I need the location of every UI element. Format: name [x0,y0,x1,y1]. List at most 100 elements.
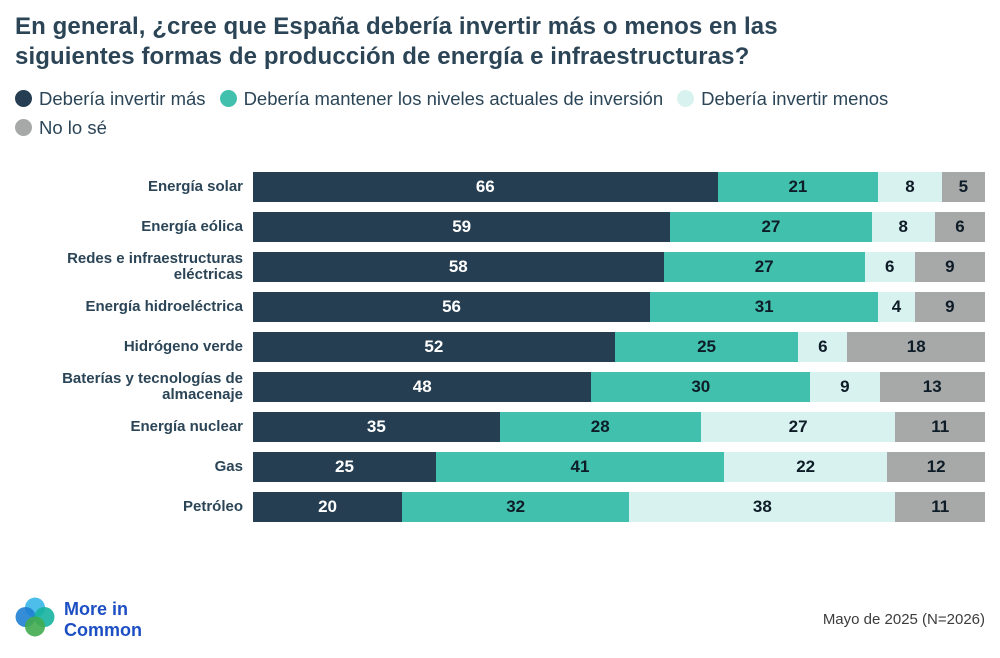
bar-segment: 27 [700,411,896,442]
bar-segment: 59 [253,211,671,242]
segment-value: 9 [840,376,850,396]
survey-note: Mayo de 2025 (N=2026) [822,611,985,628]
bar-segment: 9 [914,291,985,322]
bar-segment: 56 [253,291,651,322]
bar-stack: 56 31 4 9 [253,291,985,322]
bar-stack: 20 32 38 11 [253,491,985,522]
bar-segment: 25 [253,451,436,482]
chart-page: En general, ¿cree que España debería inv… [15,13,985,522]
segment-value: 35 [366,416,386,436]
legend-swatch [15,119,32,137]
category-label: Redes e infraestructuras eléctricas [67,249,243,283]
bar-stack: 52 25 6 18 [253,331,985,362]
bar-segment: 22 [724,451,888,482]
segment-value: 32 [506,496,526,516]
bar-segment: 48 [253,371,592,402]
segment-value: 6 [955,216,965,236]
segment-value: 28 [590,416,610,436]
segment-value: 66 [475,176,495,196]
bar-stack: 35 28 27 11 [253,411,985,442]
segment-value: 8 [905,176,915,196]
legend-item: Debería invertir más [15,88,206,110]
segment-value: 25 [335,456,354,476]
legend-label: Debería invertir menos [701,87,889,109]
footer: More in Common Mayo de 2025 (N=2026) [15,597,985,642]
bar-segment: 12 [887,451,985,482]
bar-segment: 6 [864,251,915,282]
segment-value: 41 [570,456,590,476]
segment-value: 13 [922,376,942,396]
legend-label: No lo sé [39,116,107,138]
chart: Energía solar 66 21 8 5 Energía eólica 59 27 8 6 R… [15,171,985,522]
category-label: Baterías y tecnologías de almacenaje [62,369,243,403]
bar-segment: 25 [614,331,799,362]
segment-value: 8 [898,216,908,236]
segment-value: 18 [906,336,926,356]
bar-segment: 6 [798,331,848,362]
bar-segment: 8 [878,171,942,202]
bar-segment: 52 [253,331,615,362]
bar-segment: 58 [253,251,664,282]
segment-value: 48 [412,376,432,396]
chart-row: Hidrógeno verde 52 25 6 18 [15,331,985,362]
category-label: Gas [214,457,243,475]
brand: More in Common [15,597,156,642]
segment-value: 22 [796,456,816,476]
chart-row: Energía solar 66 21 8 5 [15,171,985,202]
legend-label: Debería mantener los niveles actuales de… [243,87,664,109]
bar-segment: 8 [871,211,936,242]
category-label: Hidrógeno verde [123,337,243,355]
segment-value: 11 [931,496,950,516]
bar-segment: 35 [253,411,500,442]
segment-value: 31 [754,296,774,316]
segment-value: 11 [931,416,950,436]
bar-stack: 58 27 6 9 [253,251,985,282]
legend-swatch [219,90,237,108]
category-label: Energía hidroeléctrica [85,297,243,315]
chart-row: Petróleo 20 32 38 11 [15,491,985,522]
segment-value: 59 [452,216,472,236]
bar-segment: 18 [847,331,985,362]
category-label: Petróleo [182,497,243,515]
chart-row: Energía hidroeléctrica 56 31 4 9 [15,291,985,322]
segment-value: 58 [448,256,468,276]
bar-segment: 9 [810,371,880,402]
segment-value: 21 [788,176,808,196]
bar-segment: 31 [650,291,879,322]
bar-segment: 38 [629,491,896,522]
segment-value: 12 [926,456,946,476]
category-label: Energía solar [147,177,243,195]
segment-value: 27 [754,256,774,276]
segment-value: 56 [442,296,461,316]
chart-row: Gas 25 41 22 12 [15,451,985,482]
bar-segment: 13 [879,371,985,402]
bar-segment: 11 [895,491,985,522]
legend-swatch [15,90,32,108]
segment-value: 25 [697,336,716,356]
legend-item: Debería invertir menos [677,88,888,110]
segment-value: 38 [752,496,772,516]
chart-row: Energía eólica 59 27 8 6 [15,211,985,242]
bar-segment: 11 [895,411,985,442]
bar-segment: 5 [941,171,985,202]
bar-stack: 59 27 8 6 [253,211,985,242]
legend-item: Debería mantener los niveles actuales de… [219,87,664,110]
bar-segment: 41 [436,451,725,482]
legend-item: No lo sé [15,117,107,139]
segment-value: 27 [761,216,781,236]
bar-segment: 21 [717,171,879,202]
segment-value: 4 [891,296,902,316]
segment-value: 27 [788,416,808,436]
chart-row: Baterías y tecnologías de almacenaje 48 30… [15,369,985,403]
segment-value: 9 [945,256,955,276]
bar-segment: 27 [663,251,865,282]
segment-value: 20 [318,496,337,516]
bar-segment: 30 [591,371,811,402]
bar-stack: 66 21 8 5 [253,171,985,202]
bar-segment: 28 [499,411,701,442]
segment-value: 5 [958,176,969,196]
chart-row: Energía nuclear 35 28 27 11 [15,411,985,442]
segment-value: 9 [945,296,955,316]
segment-value: 6 [885,256,895,276]
bar-segment: 4 [878,291,915,322]
